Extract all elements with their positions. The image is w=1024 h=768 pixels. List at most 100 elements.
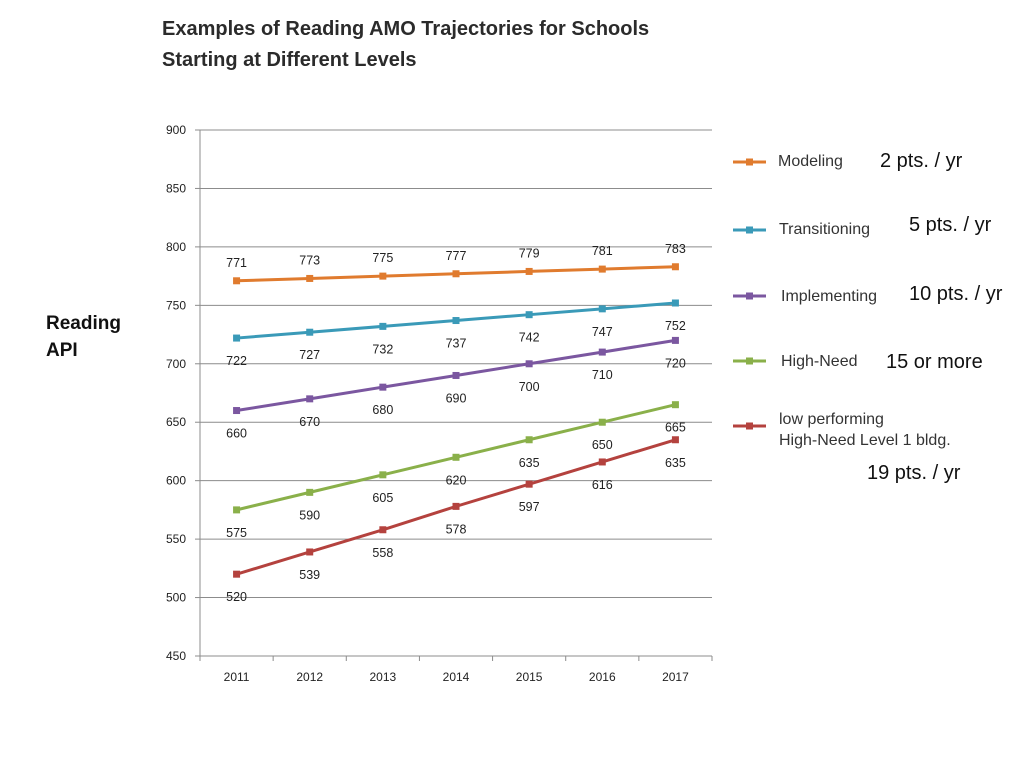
point-implementing-2017 [671,336,679,344]
point-transitioning-2015 [525,311,533,319]
data-label-modeling-2016: 781 [592,244,613,258]
point-low-performing-high-need-level-1-bldg-2011 [233,570,241,578]
data-label-high-need-2015: 635 [519,456,540,470]
data-label-high-need-2012: 590 [299,508,320,522]
data-label-transitioning-2013: 732 [372,342,393,356]
data-label-modeling-2012: 773 [299,253,320,267]
legend-label-high-need: High-Need [781,353,858,370]
data-label-low-performing-high-need-level-1-bldg-2017: 635 [665,456,686,470]
legend-label-transitioning: Transitioning [779,221,871,238]
point-low-performing-high-need-level-1-bldg-2013 [379,526,387,534]
point-modeling-2013 [379,272,387,280]
point-high-need-2016 [598,418,606,426]
y-tick-label-600: 600 [166,474,186,488]
x-tick-label-2011: 2011 [224,670,250,684]
y-axis-label: Reading API [46,310,121,364]
data-label-transitioning-2014: 737 [446,337,467,351]
point-modeling-2011 [233,277,241,285]
legend-label-low-performing-line-2: High-Need Level 1 bldg. [779,432,951,449]
point-implementing-2012 [306,395,314,403]
point-modeling-2014 [452,270,460,278]
y-axis-label-line-1: Reading [46,313,121,334]
axes [195,129,713,661]
point-modeling-2012 [306,274,314,282]
point-high-need-2012 [306,488,314,496]
data-label-low-performing-high-need-level-1-bldg-2011: 520 [226,590,247,604]
legend-label-low-performing-line-1: low performing [779,411,884,428]
x-tick-labels: 2011 2012 2013 2014 2015 2016 2017 [224,670,689,684]
chart-title: Examples of Reading AMO Trajectories for… [162,14,649,76]
x-tick-label-2013: 2013 [370,670,397,684]
x-tick-label-2012: 2012 [296,670,323,684]
data-label-transitioning-2011: 722 [226,354,247,368]
point-transitioning-2017 [671,299,679,307]
legend-markers [733,158,766,430]
data-label-transitioning-2012: 727 [299,348,320,362]
chart-title-line-1: Examples of Reading AMO Trajectories for… [162,18,650,40]
point-implementing-2016 [598,348,606,356]
point-low-performing-high-need-level-1-bldg-2016 [598,458,606,466]
data-label-low-performing-high-need-level-1-bldg-2014: 578 [446,522,467,536]
y-tick-label-900: 900 [166,123,186,137]
legend-marker-modeling [746,158,753,166]
data-label-high-need-2011: 575 [226,526,247,540]
data-label-transitioning-2015: 742 [519,331,540,345]
data-label-modeling-2014: 777 [446,249,467,263]
data-label-low-performing-high-need-level-1-bldg-2012: 539 [299,568,320,582]
legend-note-low-performing: 19 pts. / yr [867,462,961,484]
chart-title-line-2: Starting at Different Levels [162,49,417,71]
point-low-performing-high-need-level-1-bldg-2012 [306,548,314,556]
legend-marker-transitioning [746,226,753,234]
point-high-need-2017 [671,401,679,409]
data-label-high-need-2016: 650 [592,438,613,452]
point-implementing-2015 [525,360,533,368]
point-low-performing-high-need-level-1-bldg-2015 [525,480,533,488]
data-label-implementing-2014: 690 [446,391,467,405]
point-transitioning-2016 [598,305,606,313]
legend-marker-high-need [746,357,753,365]
x-tick-label-2017: 2017 [662,670,689,684]
point-implementing-2013 [379,383,387,391]
y-tick-label-850: 850 [166,181,186,195]
point-low-performing-high-need-level-1-bldg-2017 [671,436,679,444]
data-label-implementing-2013: 680 [372,403,393,417]
x-tick-label-2016: 2016 [589,670,616,684]
y-tick-label-650: 650 [166,415,186,429]
data-label-implementing-2016: 710 [592,368,613,382]
data-label-modeling-2013: 775 [372,251,393,265]
data-label-modeling-2011: 771 [226,256,247,270]
y-tick-label-800: 800 [166,240,186,254]
data-label-high-need-2014: 620 [446,473,467,487]
grid-lines [200,129,712,599]
data-label-low-performing-high-need-level-1-bldg-2013: 558 [372,546,393,560]
y-tick-labels: 450 500 550 600 650 700 750 800 850 900 [166,123,186,663]
legend-note-transitioning: 5 pts. / yr [909,214,992,236]
legend-note-high-need: 15 or more [886,351,983,373]
y-tick-label-500: 500 [166,591,186,605]
y-tick-label-700: 700 [166,357,186,371]
point-modeling-2016 [598,265,606,273]
point-transitioning-2012 [306,328,314,336]
data-label-implementing-2012: 670 [299,415,320,429]
data-label-low-performing-high-need-level-1-bldg-2016: 616 [592,478,613,492]
legend-note-implementing: 10 pts. / yr [909,283,1003,305]
data-label-low-performing-high-need-level-1-bldg-2015: 597 [519,500,540,514]
point-transitioning-2013 [379,322,387,330]
data-label-modeling-2017: 783 [665,242,686,256]
x-tick-label-2015: 2015 [516,670,543,684]
y-tick-label-550: 550 [166,532,186,546]
point-high-need-2015 [525,436,533,444]
legend-label-modeling: Modeling [778,153,843,170]
point-high-need-2011 [233,506,241,514]
point-implementing-2011 [233,407,241,415]
data-label-transitioning-2016: 747 [592,325,613,339]
data-label-high-need-2013: 605 [372,491,393,505]
data-label-modeling-2015: 779 [519,246,540,260]
point-implementing-2014 [452,371,460,379]
x-tick-label-2014: 2014 [443,670,470,684]
y-tick-label-750: 750 [166,298,186,312]
point-modeling-2017 [671,263,679,271]
point-high-need-2013 [379,471,387,479]
legend-marker-implementing [746,292,753,300]
point-transitioning-2011 [233,334,241,342]
